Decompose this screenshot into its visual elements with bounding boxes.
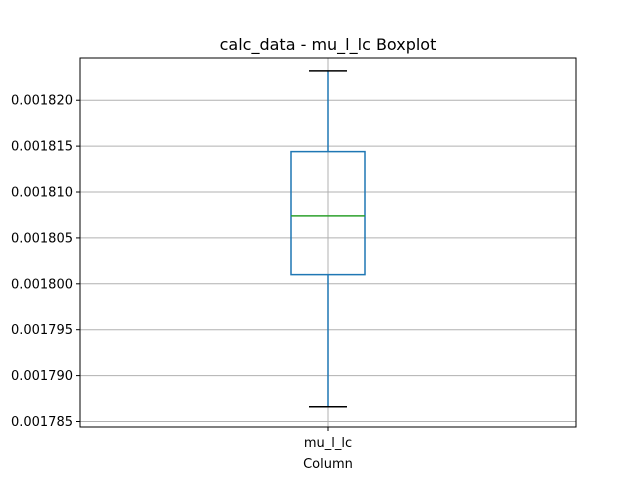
y-tick-label: 0.001805 <box>11 231 73 246</box>
x-axis: mu_l_lc <box>304 427 352 451</box>
y-tick-label: 0.001795 <box>11 323 73 338</box>
x-tick-label: mu_l_lc <box>304 436 352 451</box>
chart-title: calc_data - mu_l_lc Boxplot <box>220 35 437 55</box>
grid-layer <box>80 58 576 427</box>
y-tick-label: 0.001800 <box>11 277 73 292</box>
y-tick-label: 0.001820 <box>11 94 73 109</box>
box-iqr <box>290 150 366 276</box>
y-tick-label: 0.001815 <box>11 140 73 155</box>
x-axis-label: Column <box>303 457 353 472</box>
y-axis: 0.001785 0.001790 0.001795 0.001800 0.001805… <box>11 94 80 430</box>
box-layer <box>290 70 366 408</box>
y-tick-label: 0.001785 <box>11 415 73 430</box>
y-tick-label: 0.001810 <box>11 186 73 201</box>
y-tick-label: 0.001790 <box>11 369 73 384</box>
